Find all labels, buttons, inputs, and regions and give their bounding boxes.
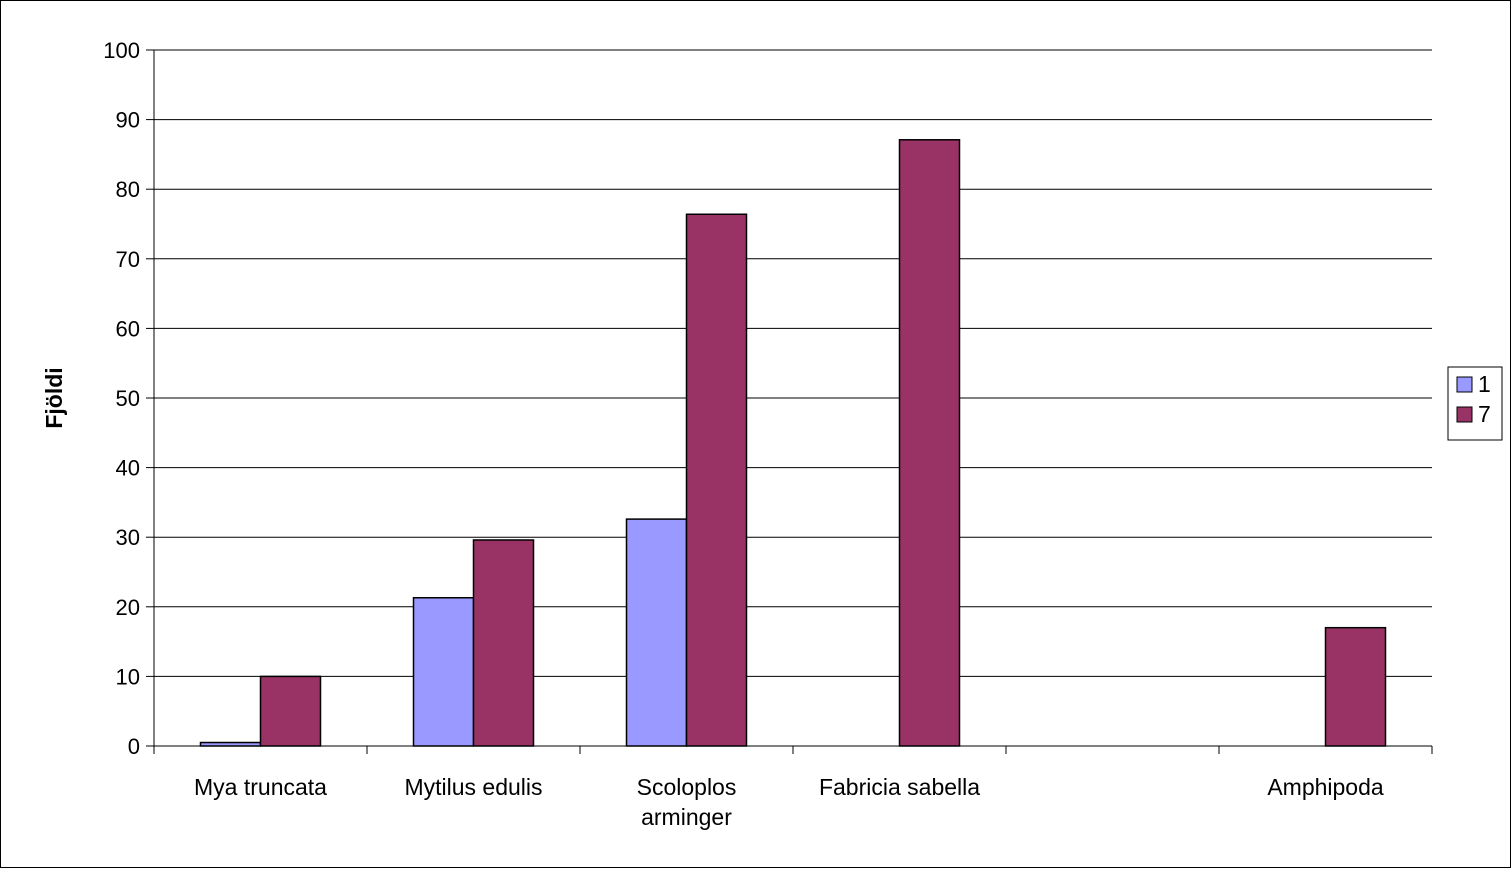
y-tick-label-50: 50 — [116, 386, 140, 411]
legend-box — [1447, 366, 1503, 441]
gridlines — [154, 49, 1432, 677]
y-tick-label-20: 20 — [116, 595, 140, 620]
y-tick-label-30: 30 — [116, 525, 140, 550]
y-tick-label-80: 80 — [116, 177, 140, 202]
bars — [199, 139, 1387, 747]
x-category-label-2-line-1: arminger — [641, 804, 732, 830]
x-category-label-0: Mya truncata — [194, 774, 327, 800]
y-tick-label-10: 10 — [116, 664, 140, 689]
axes — [146, 49, 1433, 754]
legend-label-7: 7 — [1478, 401, 1491, 427]
y-tick-label-100: 100 — [103, 38, 140, 63]
legend: 17 — [1447, 366, 1503, 441]
x-category-label-3: Fabricia sabella — [819, 774, 980, 800]
y-tick-label-0: 0 — [128, 734, 140, 759]
bar-series-7-cat-0 — [259, 675, 322, 747]
bar-series-7-cat-3 — [898, 139, 961, 747]
legend-items: 17 — [1456, 371, 1491, 427]
axis-labels: 0 10 20 30 40 50 60 70 80 90 100 Mya truncata Mytilu… — [103, 38, 1384, 830]
y-tick-label-40: 40 — [116, 456, 140, 481]
legend-swatch-7 — [1456, 406, 1473, 423]
y-axis-title: Fjöldi — [41, 367, 67, 428]
bar-series-7-cat-5 — [1324, 626, 1387, 747]
y-tick-label-90: 90 — [116, 108, 140, 133]
x-category-label-1: Mytilus edulis — [404, 774, 542, 800]
bar-series-7-cat-2 — [685, 213, 748, 747]
y-tick-label-60: 60 — [116, 316, 140, 341]
y-tick-label-70: 70 — [116, 247, 140, 272]
x-category-label-2-line-0: Scoloplos — [637, 774, 737, 800]
legend-label-1: 1 — [1478, 371, 1491, 397]
bar-series-1-cat-0 — [199, 741, 262, 747]
legend-swatch-1 — [1456, 376, 1473, 393]
bar-series-1-cat-1 — [412, 597, 475, 747]
bar-series-1-cat-2 — [625, 518, 688, 747]
bar-series-7-cat-1 — [472, 539, 535, 747]
x-category-label-5: Amphipoda — [1267, 774, 1384, 800]
